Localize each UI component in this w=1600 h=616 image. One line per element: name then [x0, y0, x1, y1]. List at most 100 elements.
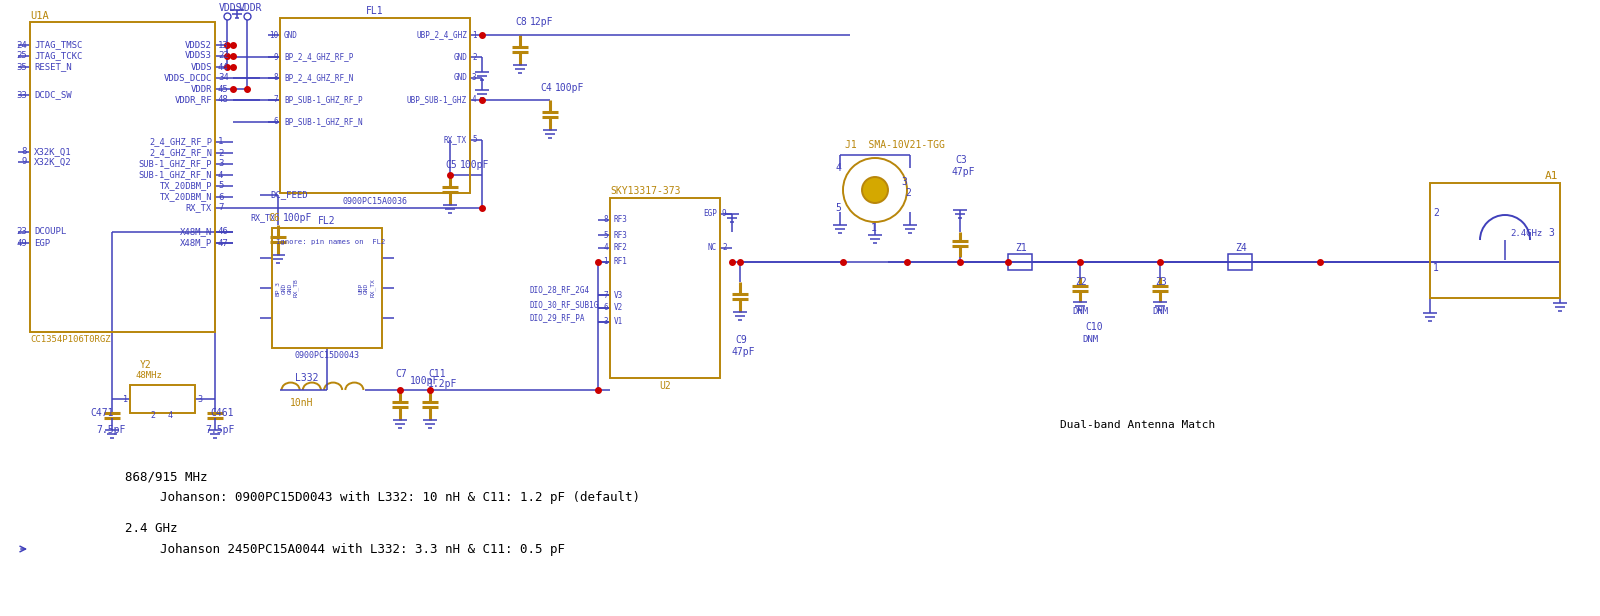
Text: 8: 8: [603, 216, 608, 224]
Text: C6: C6: [269, 213, 280, 223]
Text: 4: 4: [218, 171, 224, 179]
Text: VDDS: VDDS: [190, 62, 211, 71]
Text: X48M_N: X48M_N: [179, 227, 211, 237]
Text: VDDS3: VDDS3: [186, 52, 211, 60]
Text: BP_SUB-1_GHZ_RF_P: BP_SUB-1_GHZ_RF_P: [285, 95, 363, 105]
Text: X32K_Q2: X32K_Q2: [34, 158, 72, 166]
Text: 868/915 MHz: 868/915 MHz: [125, 471, 208, 484]
Text: 2: 2: [722, 243, 726, 253]
Text: C461: C461: [210, 408, 234, 418]
Text: EGP: EGP: [702, 209, 717, 219]
Text: UBP
GND
RX_TX: UBP GND RX_TX: [358, 278, 376, 298]
Text: 7.5pF: 7.5pF: [96, 425, 125, 435]
Text: 3: 3: [197, 394, 202, 403]
Text: 2: 2: [906, 188, 910, 198]
Text: 25: 25: [16, 52, 27, 60]
Text: GND: GND: [285, 31, 298, 39]
Text: 3: 3: [218, 160, 224, 169]
Bar: [130, 385, 195, 413]
Text: JTAG_TMSC: JTAG_TMSC: [34, 41, 82, 49]
Text: U1A: U1A: [30, 11, 48, 21]
Text: 12pF: 12pF: [530, 17, 554, 27]
Text: 4: 4: [472, 95, 477, 105]
Text: UBP_SUB-1_GHZ: UBP_SUB-1_GHZ: [406, 95, 467, 105]
Text: 5: 5: [218, 182, 224, 190]
Text: CC1354P106T0RGZ: CC1354P106T0RGZ: [30, 334, 110, 344]
Text: RX_TX: RX_TX: [186, 203, 211, 213]
Text: 1: 1: [218, 137, 224, 147]
Text: UBP_2_4_GHZ: UBP_2_4_GHZ: [416, 31, 467, 39]
Text: JTAG_TCKC: JTAG_TCKC: [34, 52, 82, 60]
Text: TX_20DBM_N: TX_20DBM_N: [160, 192, 211, 201]
Text: RF1: RF1: [614, 257, 627, 267]
Text: 24: 24: [16, 41, 27, 49]
Text: DIO_29_RF_PA: DIO_29_RF_PA: [530, 314, 586, 323]
Text: C10: C10: [1085, 322, 1102, 332]
Text: 48: 48: [218, 95, 229, 105]
Text: BP_2_4_GHZ_RF_P: BP_2_4_GHZ_RF_P: [285, 52, 354, 62]
Bar: [30, 22, 214, 332]
Text: EGP: EGP: [34, 238, 50, 248]
Text: 2_4_GHZ_RF_N: 2_4_GHZ_RF_N: [149, 148, 211, 158]
Text: C8: C8: [515, 17, 526, 27]
Text: 46: 46: [218, 227, 229, 237]
Text: J1  SMA-10V21-TGG: J1 SMA-10V21-TGG: [845, 140, 946, 150]
Text: 4: 4: [168, 410, 173, 419]
Bar: [1008, 254, 1032, 270]
Text: 2: 2: [218, 148, 224, 158]
Text: C471: C471: [90, 408, 114, 418]
Bar: [1430, 183, 1560, 298]
Text: 34: 34: [218, 73, 229, 83]
Text: VDDR: VDDR: [238, 3, 262, 13]
Text: BP_3
GND
GND
RX_TB: BP_3 GND GND RX_TB: [275, 278, 299, 298]
Text: 48MHz: 48MHz: [134, 370, 162, 379]
Text: DNM: DNM: [1082, 334, 1098, 344]
Text: VDDR: VDDR: [190, 84, 211, 94]
Text: DIO_30_RF_SUB1G: DIO_30_RF_SUB1G: [530, 301, 600, 309]
Text: 3: 3: [1549, 228, 1554, 238]
Text: 2: 2: [150, 410, 155, 419]
Text: 1: 1: [1434, 263, 1438, 273]
Text: NC: NC: [707, 243, 717, 253]
Text: 7: 7: [274, 95, 278, 105]
Text: 4: 4: [603, 243, 608, 253]
Text: 23: 23: [16, 227, 27, 237]
Text: 100pF: 100pF: [461, 160, 490, 170]
Text: DIO_28_RF_2G4: DIO_28_RF_2G4: [530, 285, 590, 294]
Text: 7: 7: [603, 291, 608, 299]
Text: VDDS: VDDS: [219, 3, 243, 13]
Text: SUB-1_GHZ_RF_N: SUB-1_GHZ_RF_N: [139, 171, 211, 179]
Text: 0900PC15A0036: 0900PC15A0036: [342, 197, 408, 206]
Text: RX_TX: RX_TX: [443, 136, 467, 145]
Text: 6: 6: [274, 118, 278, 126]
Text: RX_TX: RX_TX: [250, 214, 275, 222]
Text: 1: 1: [870, 223, 877, 233]
Text: 49: 49: [16, 238, 27, 248]
Text: V2: V2: [614, 304, 624, 312]
Bar: [272, 228, 382, 348]
Circle shape: [862, 177, 888, 203]
Text: SKY13317-373: SKY13317-373: [610, 186, 680, 196]
Text: 35: 35: [16, 62, 27, 71]
Text: 2: 2: [472, 52, 477, 62]
Text: BP_SUB-1_GHZ_RF_N: BP_SUB-1_GHZ_RF_N: [285, 118, 363, 126]
Text: 6: 6: [603, 304, 608, 312]
Text: 100pF: 100pF: [283, 213, 312, 223]
Text: 2: 2: [1434, 208, 1438, 218]
Text: 7: 7: [218, 203, 224, 213]
Text: DC_FEED: DC_FEED: [270, 190, 307, 200]
Text: 100pF: 100pF: [410, 376, 440, 386]
Text: Z1: Z1: [1014, 243, 1027, 253]
Text: 5: 5: [835, 203, 842, 213]
Text: BP_2_4_GHZ_RF_N: BP_2_4_GHZ_RF_N: [285, 73, 354, 83]
Text: TX_20DBM_P: TX_20DBM_P: [160, 182, 211, 190]
Text: 4: 4: [835, 163, 842, 173]
Text: 2.4 GHz: 2.4 GHz: [125, 522, 178, 535]
Text: 3: 3: [901, 177, 907, 187]
Text: 1: 1: [123, 394, 128, 403]
Text: FL2: FL2: [318, 216, 336, 226]
Text: SUB-1_GHZ_RF_P: SUB-1_GHZ_RF_P: [139, 160, 211, 169]
Text: A1: A1: [1546, 171, 1558, 181]
Text: 10nH: 10nH: [290, 398, 314, 408]
Text: GND: GND: [453, 52, 467, 62]
